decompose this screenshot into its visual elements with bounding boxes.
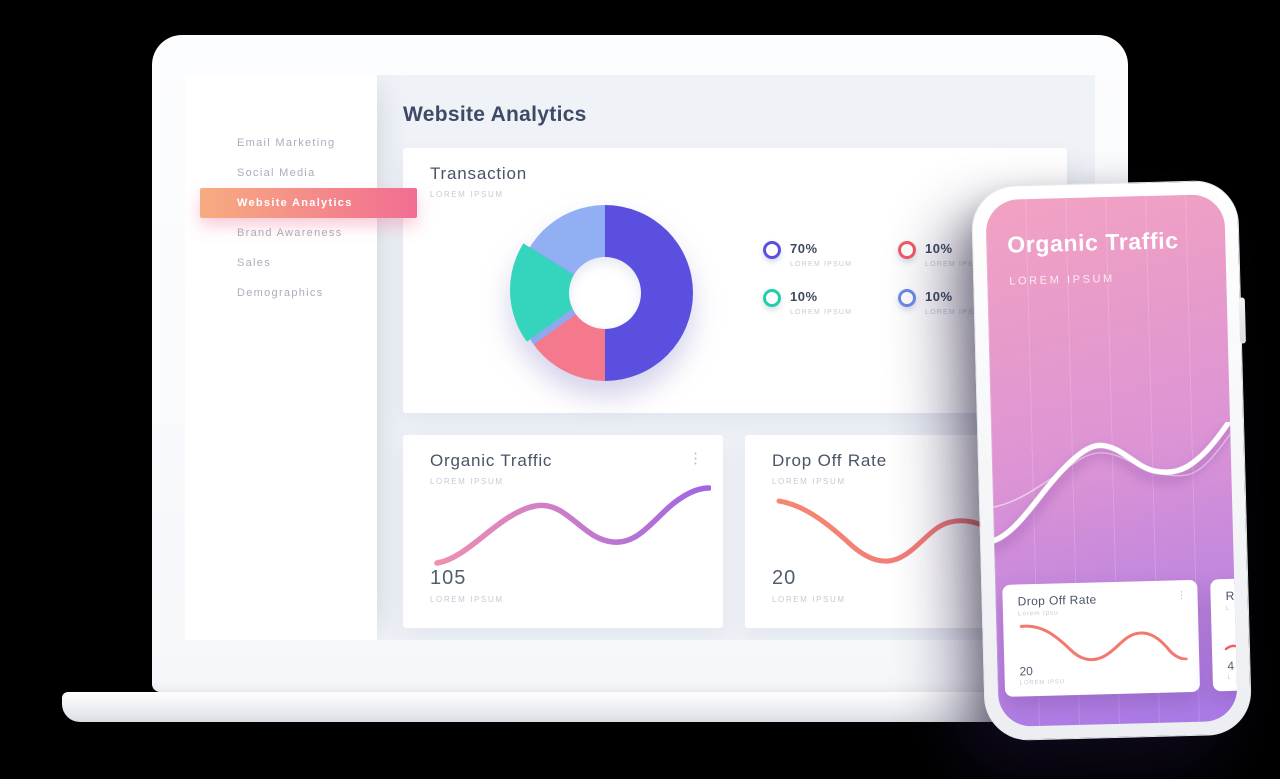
transaction-card: Transaction LOREM IPSUM 70% LOREM IPSUM <box>403 148 1067 413</box>
sidebar-item-website-analytics[interactable]: Website Analytics <box>200 188 417 218</box>
legend-label: LOREM IPSUM <box>925 309 988 316</box>
legend-ring-teal-icon <box>763 289 781 307</box>
legend-label: LOREM IPSUM <box>925 261 988 268</box>
kebab-menu-icon[interactable]: ⋮ <box>688 450 703 467</box>
legend-value: 10% <box>925 289 953 304</box>
transaction-card-title: Transaction <box>430 164 527 183</box>
legend-item: 10% LOREM IPSUM <box>898 288 1033 316</box>
sidebar-item-sales[interactable]: Sales <box>237 257 272 269</box>
legend-item: 10% LOREM IPSUM <box>763 288 898 316</box>
phone-page-title: Organic Traffic <box>1006 227 1179 258</box>
organic-card-value: 105 <box>430 567 467 589</box>
sidebar-item-demographics[interactable]: Demographics <box>237 287 324 299</box>
phone-partial-line-chart <box>1224 644 1238 651</box>
phone-partial-card: R L 4 L <box>1210 575 1238 692</box>
legend-ring-blue-icon <box>898 289 916 307</box>
organic-card-subtitle: LOREM IPSUM <box>430 477 504 486</box>
phone-dropoff-title: Drop Off Rate <box>1017 592 1097 609</box>
laptop-screen: Email Marketing Social Media Website Ana… <box>185 75 1095 640</box>
donut-legend: 70% LOREM IPSUM 10% LOREM IPSUM 10% LORE… <box>763 240 1033 316</box>
dropoff-card-subtitle: LOREM IPSUM <box>772 477 846 486</box>
sidebar-item-brand-awareness[interactable]: Brand Awareness <box>237 227 343 239</box>
legend-item: 70% LOREM IPSUM <box>763 240 898 268</box>
legend-ring-red-icon <box>898 241 916 259</box>
dropoff-card-value-label: LOREM IPSUM <box>772 595 846 604</box>
legend-value: 10% <box>925 241 953 256</box>
organic-traffic-card: Organic Traffic ⋮ LOREM IPSUM 105 LOREM … <box>403 435 723 628</box>
phone-dropoff-card: Drop Off Rate ⋮ Lorem Ipsu 20 LOREM IPSU <box>1002 579 1201 697</box>
dropoff-card-value: 20 <box>772 567 797 589</box>
organic-traffic-line-chart <box>434 485 711 566</box>
donut-hole <box>569 257 641 329</box>
phone-cards-row: Drop Off Rate ⋮ Lorem Ipsu 20 LOREM IPSU… <box>1002 575 1238 697</box>
laptop-mockup: Email Marketing Social Media Website Ana… <box>152 35 1128 692</box>
kebab-menu-icon[interactable]: ⋮ <box>1176 590 1187 602</box>
phone-dropoff-subtitle: Lorem Ipsu <box>1017 609 1059 618</box>
sidebar-item-email-marketing[interactable]: Email Marketing <box>237 137 336 149</box>
transaction-donut-chart <box>510 202 693 381</box>
phone-partial-card-subtitle: L <box>1225 604 1231 613</box>
phone-dropoff-value: 20 <box>1019 664 1034 679</box>
phone-dropoff-line-chart <box>1019 624 1188 662</box>
organic-card-title: Organic Traffic <box>430 451 553 470</box>
page-title: Website Analytics <box>403 103 587 126</box>
legend-value: 70% <box>790 241 818 256</box>
phone-dropoff-value-label: LOREM IPSU <box>1019 679 1065 687</box>
phone-organic-line-chart <box>985 421 1238 546</box>
legend-label: LOREM IPSUM <box>790 309 853 316</box>
transaction-card-subtitle: LOREM IPSUM <box>430 190 504 199</box>
organic-card-value-label: LOREM IPSUM <box>430 595 504 604</box>
sidebar: Email Marketing Social Media Website Ana… <box>185 75 417 640</box>
legend-value: 10% <box>790 289 818 304</box>
sidebar-item-social-media[interactable]: Social Media <box>237 167 316 179</box>
legend-label: LOREM IPSUM <box>790 261 853 268</box>
phone-mockup: Organic Traffic LOREM IPSUM Drop Off Rat… <box>970 179 1253 742</box>
legend-item: 10% LOREM IPSUM <box>898 240 1033 268</box>
phone-partial-card-value: 4 <box>1227 658 1235 674</box>
phone-side-button <box>1238 297 1246 344</box>
phone-partial-card-value-label: L <box>1227 674 1232 682</box>
legend-ring-purple-icon <box>763 241 781 259</box>
phone-screen: Organic Traffic LOREM IPSUM Drop Off Rat… <box>985 193 1238 728</box>
dropoff-card-title: Drop Off Rate <box>772 451 887 470</box>
phone-partial-card-title: R <box>1225 588 1235 604</box>
